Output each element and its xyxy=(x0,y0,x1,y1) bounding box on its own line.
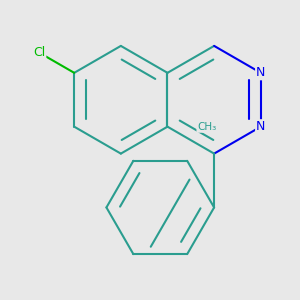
Text: Cl: Cl xyxy=(33,46,45,59)
Text: CH₃: CH₃ xyxy=(197,122,216,132)
Text: N: N xyxy=(256,66,266,79)
Text: N: N xyxy=(256,120,266,133)
